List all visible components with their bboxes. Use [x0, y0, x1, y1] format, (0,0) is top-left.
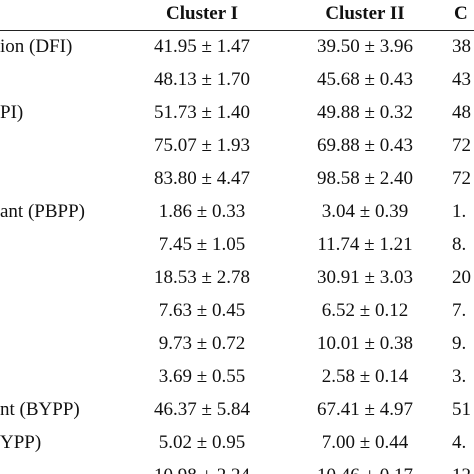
table-cell: 7.63 ± 0.45	[158, 300, 246, 321]
table-cell: 10.46 ± 0.17	[317, 465, 413, 474]
table-cell: 18.53 ± 2.78	[154, 267, 250, 288]
table-cell: 48	[452, 102, 471, 123]
header-cell: C	[454, 3, 468, 24]
table-cell: 9.	[452, 333, 467, 354]
table-cell: 9.73 ± 0.72	[158, 333, 246, 354]
table-cell: 3.69 ± 0.55	[158, 366, 246, 387]
table-cell: 30.91 ± 3.03	[317, 267, 413, 288]
table-cell: 7.00 ± 0.44	[321, 432, 409, 453]
table-cell: 10.98 ± 2.24	[154, 465, 250, 474]
row-label: YPP)	[0, 432, 42, 453]
table-cell: 10.01 ± 0.38	[317, 333, 413, 354]
table-cell: 67.41 ± 4.97	[317, 399, 413, 420]
table-cell: 1.86 ± 0.33	[158, 201, 246, 222]
table-cell: 1.	[452, 201, 467, 222]
table-cell: 5.02 ± 0.95	[158, 432, 246, 453]
table-cell: 98.58 ± 2.40	[317, 168, 413, 189]
table-cell: 45.68 ± 0.43	[317, 69, 413, 90]
row-label: PI)	[0, 102, 24, 123]
header-rule	[0, 30, 474, 31]
table-cell: 48.13 ± 1.70	[154, 69, 250, 90]
header-cell: Cluster II	[325, 3, 405, 24]
table-cell: 2.58 ± 0.14	[321, 366, 409, 387]
table-cell: 39.50 ± 3.96	[317, 36, 413, 57]
row-label: ant (PBPP)	[0, 201, 85, 222]
table-cell: 69.88 ± 0.43	[317, 135, 413, 156]
table-cell: 49.88 ± 0.32	[317, 102, 413, 123]
table-cell: 7.45 ± 1.05	[158, 234, 246, 255]
row-label: nt (BYPP)	[0, 399, 80, 420]
table-cell: 38	[452, 36, 471, 57]
table-cell: 12	[452, 465, 471, 474]
table-cell: 7.	[452, 300, 467, 321]
table-cell: 3.04 ± 0.39	[321, 201, 409, 222]
table-cell: 43	[452, 69, 471, 90]
table-cell: 75.07 ± 1.93	[154, 135, 250, 156]
table-cell: 11.74 ± 1.21	[317, 234, 413, 255]
table-cell: 6.52 ± 0.12	[321, 300, 409, 321]
table-cell: 83.80 ± 4.47	[154, 168, 250, 189]
row-label: ion (DFI)	[0, 36, 73, 57]
table-cell: 4.	[452, 432, 467, 453]
table-cell: 51	[452, 399, 471, 420]
table-cell: 3.	[452, 366, 467, 387]
table-cell: 41.95 ± 1.47	[154, 36, 250, 57]
table-cell: 20	[452, 267, 471, 288]
table-cell: 51.73 ± 1.40	[154, 102, 250, 123]
table-cell: 46.37 ± 5.84	[154, 399, 250, 420]
header-cell: Cluster I	[166, 3, 238, 24]
table-cell: 72	[452, 135, 471, 156]
table-cell: 72	[452, 168, 471, 189]
table-cell: 8.	[452, 234, 467, 255]
